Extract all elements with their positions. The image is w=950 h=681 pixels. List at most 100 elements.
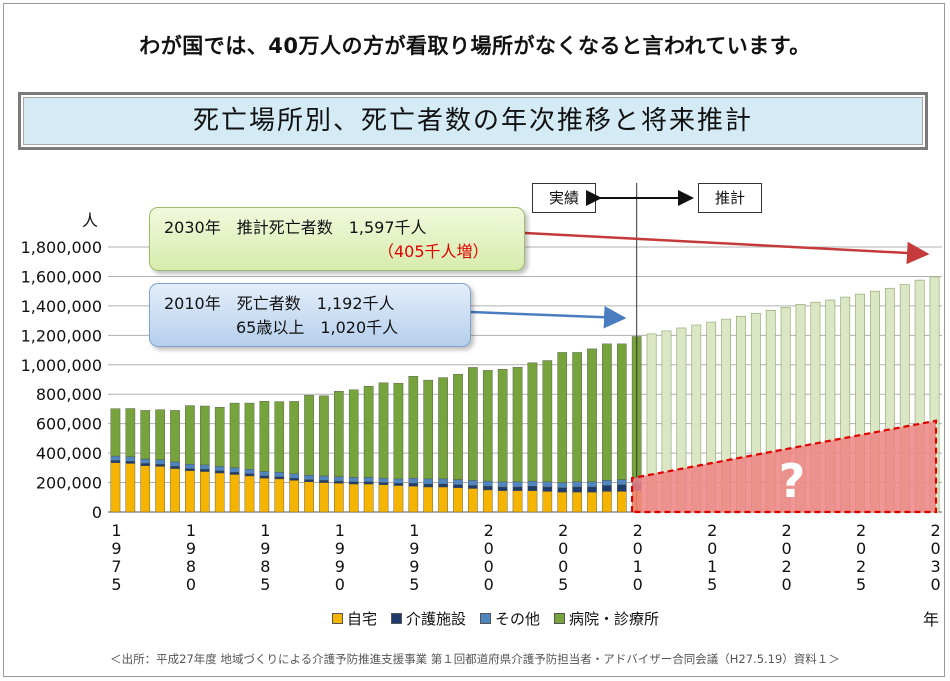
bar-segment-other <box>363 477 374 483</box>
callout-2010-line2: 65歳以上 1,020千人 <box>236 318 399 337</box>
bar-segment-hospital <box>482 370 493 482</box>
bar-segment-hospital <box>363 385 374 478</box>
bar-segment-care <box>512 486 523 491</box>
bar-segment-other <box>512 481 523 488</box>
bar-segment-home <box>304 481 314 513</box>
x-tick-label: 1 9 9 0 <box>334 521 345 594</box>
bar-segment-home <box>155 466 165 513</box>
bar-segment-care <box>199 469 210 472</box>
x-tick-label: 2 0 0 5 <box>558 521 569 594</box>
x-tick-label: 1 9 8 5 <box>260 521 271 594</box>
arrow-to-2030 <box>524 231 930 265</box>
bar-segment-care <box>378 482 389 485</box>
bar-segment-home <box>527 490 538 513</box>
legend-swatch-home <box>332 613 343 624</box>
bar-segment-other <box>572 481 582 488</box>
bar-segment-care <box>274 476 285 480</box>
bar-segment-home <box>616 491 627 513</box>
bar-segment-hospital <box>542 360 553 483</box>
bar-segment-home <box>214 472 225 513</box>
bar-segment-care <box>170 466 180 469</box>
y-tick-label: 400,000 <box>36 444 102 463</box>
bar-segment-other <box>334 476 344 482</box>
legend-label-hospital: 病院・診療所 <box>569 610 660 628</box>
bar-segment-home <box>438 486 448 513</box>
bar-segment-care <box>616 484 627 492</box>
bar-segment-care <box>527 486 538 491</box>
bar-segment-hospital <box>170 410 180 463</box>
bar-segment-hospital <box>334 391 344 477</box>
bar-segment-other <box>244 469 255 474</box>
bar-segment-home <box>289 480 299 513</box>
x-tick-label: 2 0 1 5 <box>707 521 718 594</box>
bar-segment-other <box>393 478 404 484</box>
bar-segment-hospital <box>155 409 165 460</box>
bar-segment-hospital <box>274 401 285 473</box>
bar-segment-care <box>348 481 359 485</box>
bar-segment-other <box>229 467 240 473</box>
y-tick-label: 200,000 <box>36 474 102 493</box>
legend-label-care: 介護施設 <box>406 610 467 628</box>
bar-segment-other <box>557 482 568 488</box>
bar-segment-care <box>363 481 374 485</box>
bar-segment-home <box>572 491 582 513</box>
bar-segment-hospital <box>378 382 389 479</box>
bar-segment-home <box>348 483 359 513</box>
bar-segment-other <box>274 472 285 477</box>
bar-segment-home <box>512 490 523 513</box>
bar-segment-home <box>259 477 270 513</box>
bar-segment-hospital <box>468 367 478 481</box>
bar-segment-home <box>185 470 195 513</box>
callout-2010: 2010年 死亡者数 1,192千人 65歳以上 1,020千人 <box>149 283 471 347</box>
x-unit-label: 年 <box>923 610 940 629</box>
bar-segment-hospital <box>602 343 612 481</box>
bar-segment-home <box>363 483 374 513</box>
bar-segment-hospital <box>140 410 151 460</box>
bar-segment-care <box>572 486 582 493</box>
bar-segment-hospital <box>497 368 508 483</box>
bar-segment-care <box>393 483 404 486</box>
callout-2030-line1: 2030年 推計死亡者数 1,597千人 <box>164 218 427 237</box>
callout-2030: 2030年 推計死亡者数 1,597千人 （405千人増） <box>149 207 525 271</box>
arrow-to-2010 <box>470 305 627 329</box>
bar-segment-hospital <box>557 352 568 483</box>
bar-segment-hospital <box>199 405 210 466</box>
slide-frame <box>3 3 945 677</box>
headline: わが国では、40万人の方が看取り場所がなくなると言われています。 <box>139 34 811 58</box>
y-tick-label: 600,000 <box>36 415 102 434</box>
bar-segment-care <box>557 487 568 493</box>
bar-segment-home <box>319 482 329 513</box>
y-tick-label: 1,800,000 <box>21 238 102 257</box>
legend-item-home: 自宅 <box>332 608 377 629</box>
bar-segment-other <box>587 481 597 488</box>
bar-segment-care <box>482 486 493 491</box>
bar-segment-hospital <box>229 402 240 469</box>
bar-segment-hospital <box>125 408 136 457</box>
bar-segment-home <box>393 485 404 513</box>
bar-segment-hospital <box>214 406 225 467</box>
legend-label-home: 自宅 <box>347 610 378 628</box>
x-tick-label: 2 0 3 0 <box>930 521 941 594</box>
bar-segment-other <box>319 475 329 481</box>
bar-segment-other <box>497 481 508 488</box>
bar-segment-care <box>155 463 165 467</box>
y-tick-label: 1,400,000 <box>21 297 102 316</box>
bar-segment-other <box>438 478 448 485</box>
bar-segment-hospital <box>289 401 299 474</box>
bar-segment-other <box>423 478 434 485</box>
bar-segment-hospital <box>438 377 448 480</box>
bar-segment-hospital <box>319 395 329 477</box>
y-tick-label: 1,000,000 <box>21 356 102 375</box>
bar-segment-hospital <box>616 343 627 480</box>
bar-segment-care <box>602 485 612 492</box>
bar-segment-care <box>423 483 434 488</box>
chart-banner-title: 死亡場所別、死亡者数の年次推移と将来推計 <box>18 92 928 150</box>
bar-segment-care <box>259 475 270 479</box>
bar-segment-home <box>587 491 597 513</box>
bar-segment-hospital <box>572 352 582 483</box>
bar-segment-home <box>378 484 389 513</box>
bar-segment-home <box>140 465 151 513</box>
bar-segment-home <box>110 462 121 513</box>
bar-segment-hospital <box>348 389 359 478</box>
